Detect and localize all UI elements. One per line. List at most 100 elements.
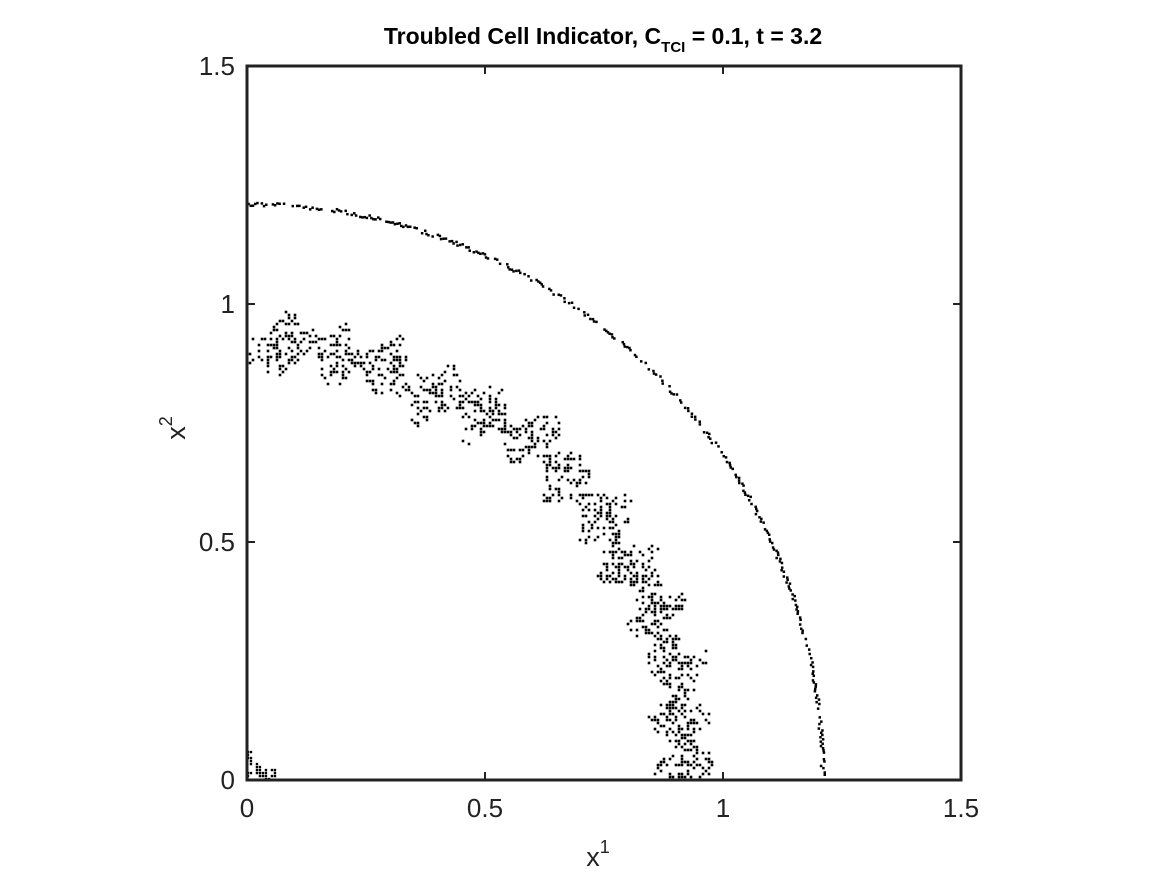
shock-front-point [780, 566, 784, 569]
troubled-cell-point [311, 340, 315, 344]
troubled-cell-point [302, 337, 306, 341]
troubled-cell-point [509, 424, 513, 428]
shock-front-point [819, 740, 823, 743]
troubled-cell-point [434, 391, 438, 395]
troubled-cell-point [350, 358, 354, 362]
troubled-cell-point [695, 664, 699, 668]
shock-front-point [819, 744, 823, 748]
troubled-cell-point [665, 763, 669, 767]
troubled-cell-point [659, 760, 663, 764]
troubled-cell-point [548, 463, 552, 467]
troubled-cell-point [320, 358, 324, 362]
troubled-cell-point [488, 385, 492, 389]
shock-front-point [818, 716, 822, 719]
troubled-cell-point [479, 421, 483, 425]
troubled-cell-point [377, 349, 381, 353]
troubled-cell-point [275, 337, 279, 341]
shock-front-point [793, 594, 797, 598]
corner-cluster-point [261, 771, 265, 775]
shock-front-point [262, 204, 266, 208]
corner-cluster-point [258, 765, 262, 769]
troubled-cell-point [704, 718, 708, 722]
troubled-cell-point [674, 676, 678, 680]
troubled-cell-point [686, 763, 690, 767]
troubled-cell-point [497, 391, 501, 395]
troubled-cell-point [536, 415, 540, 419]
troubled-cell-point [677, 652, 681, 656]
troubled-cell-point [458, 379, 462, 383]
troubled-cell-point [599, 514, 603, 518]
troubled-cell-point [323, 337, 327, 341]
shock-front-point [822, 766, 825, 770]
troubled-cell-point [287, 322, 291, 326]
shock-front-point [679, 401, 683, 404]
troubled-cell-point [266, 343, 270, 347]
shock-front-point [668, 390, 672, 394]
troubled-cell-point [647, 661, 651, 665]
troubled-cell-point [665, 706, 669, 710]
shock-front-point [683, 406, 687, 410]
troubled-cell-point [695, 763, 699, 767]
troubled-cell-point [458, 406, 462, 410]
troubled-cell-point [665, 613, 669, 617]
troubled-cell-point [632, 583, 636, 587]
troubled-cell-point [668, 685, 672, 689]
troubled-cell-point [458, 400, 462, 404]
troubled-cell-point [263, 337, 267, 341]
troubled-cell-point [677, 697, 681, 701]
troubled-cell-point [458, 388, 462, 392]
shock-front-point [788, 587, 791, 590]
shock-front-point [512, 270, 515, 273]
troubled-cell-point [695, 748, 699, 752]
troubled-cell-point [617, 535, 621, 539]
troubled-cell-point [680, 703, 684, 707]
troubled-cell-point [269, 355, 273, 359]
troubled-cell-point [389, 343, 393, 347]
troubled-cell-point [476, 394, 480, 398]
troubled-cell-point [416, 424, 420, 428]
troubled-cell-point [569, 451, 573, 455]
troubled-cell-point [317, 352, 321, 356]
troubled-cell-point [383, 346, 387, 350]
troubled-cell-point [530, 436, 534, 440]
shock-front-point [820, 720, 823, 723]
troubled-cell-point [350, 361, 354, 365]
shock-front-point [477, 251, 480, 255]
troubled-cell-point [344, 349, 348, 353]
troubled-cell-point [272, 346, 276, 350]
troubled-cell-point [677, 688, 681, 692]
troubled-cell-point [605, 568, 609, 572]
troubled-cell-point [614, 580, 618, 584]
troubled-cell-point [329, 334, 333, 338]
troubled-cell-point [542, 415, 546, 419]
troubled-cell-point [281, 370, 285, 374]
troubled-cell-point [599, 499, 603, 503]
troubled-cell-point [479, 430, 483, 434]
troubled-cell-point [569, 466, 573, 470]
troubled-cell-point [707, 721, 711, 725]
shock-front-point [498, 262, 502, 266]
troubled-cell-point [593, 514, 597, 518]
troubled-cell-point [650, 670, 654, 674]
troubled-cell-point [554, 469, 558, 473]
troubled-cell-point [581, 469, 585, 473]
troubled-cell-point [605, 574, 609, 578]
troubled-cell-point [689, 733, 693, 737]
troubled-cell-point [581, 508, 585, 512]
troubled-cell-point [260, 337, 264, 341]
troubled-cell-point [626, 517, 630, 521]
shock-front-point [387, 220, 390, 224]
troubled-cell-point [578, 454, 582, 458]
shock-front-point [393, 222, 397, 226]
troubled-cell-point [587, 475, 591, 479]
troubled-cell-point [560, 475, 564, 479]
shock-front-point [563, 297, 566, 300]
corner-cluster-point [270, 768, 274, 772]
shock-front-point [592, 320, 596, 323]
troubled-cell-point [482, 430, 486, 434]
troubled-cell-point [503, 424, 507, 428]
troubled-cell-point [695, 751, 699, 755]
troubled-cell-point [278, 319, 282, 323]
shock-front-point [798, 616, 802, 619]
troubled-cell-point [653, 715, 657, 719]
